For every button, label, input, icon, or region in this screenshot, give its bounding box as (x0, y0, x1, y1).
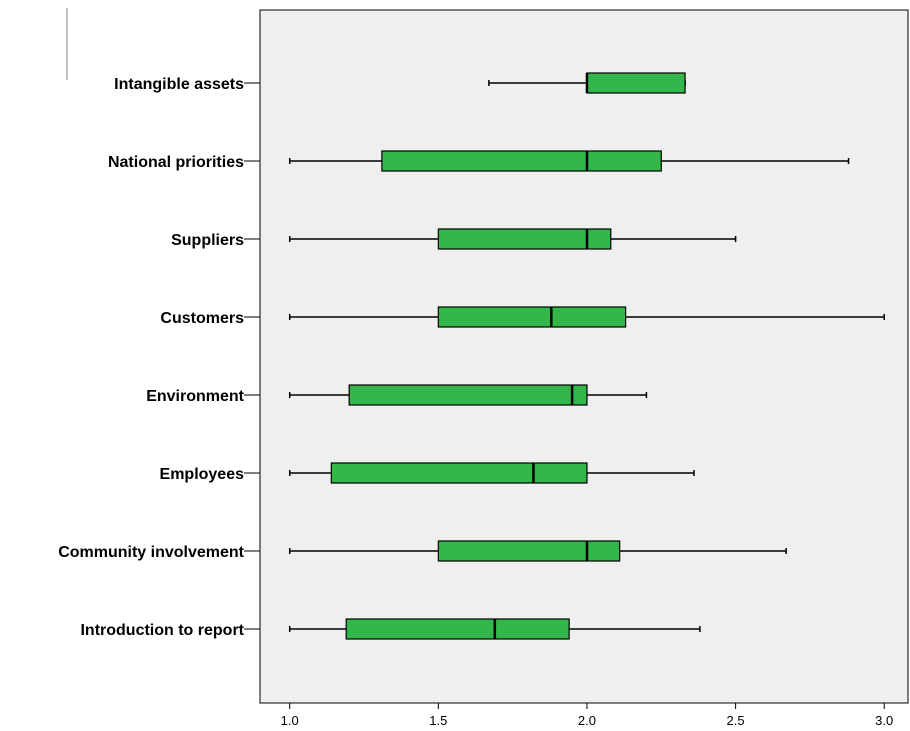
x-tick-label: 2.5 (727, 713, 745, 728)
boxes-layer (288, 72, 885, 640)
box-group (288, 306, 885, 328)
category-label: Customers (160, 310, 244, 327)
x-tick-label: 2.0 (578, 713, 596, 728)
value-axis: 1.0 1.5 2.0 2.5 3.0 (281, 703, 893, 728)
category-label: Introduction to report (80, 622, 244, 639)
iqr-box (348, 384, 588, 406)
iqr-box (437, 228, 612, 250)
plot-area (259, 9, 909, 704)
category-label: Community involvement (58, 544, 244, 561)
iqr-box (330, 462, 588, 484)
box-group (488, 72, 686, 94)
iqr-box (586, 72, 686, 94)
box-group (288, 150, 850, 172)
category-label: Environment (146, 388, 244, 405)
iqr-box (437, 540, 621, 562)
category-label: Intangible assets (114, 76, 244, 93)
box-group (288, 228, 737, 250)
category-label: Suppliers (171, 232, 244, 249)
box-group (288, 462, 695, 484)
x-tick-label: 1.0 (281, 713, 299, 728)
category-axis: Intangible assets National priorities Supp… (58, 76, 260, 639)
category-label: Employees (160, 466, 245, 483)
category-label: National priorities (108, 154, 244, 171)
box-group (288, 384, 648, 406)
iqr-box (381, 150, 662, 172)
x-tick-label: 1.5 (429, 713, 447, 728)
iqr-box (345, 618, 570, 640)
iqr-box (437, 306, 627, 328)
x-tick-label: 3.0 (875, 713, 893, 728)
box-group (288, 540, 787, 562)
box-group (288, 618, 701, 640)
